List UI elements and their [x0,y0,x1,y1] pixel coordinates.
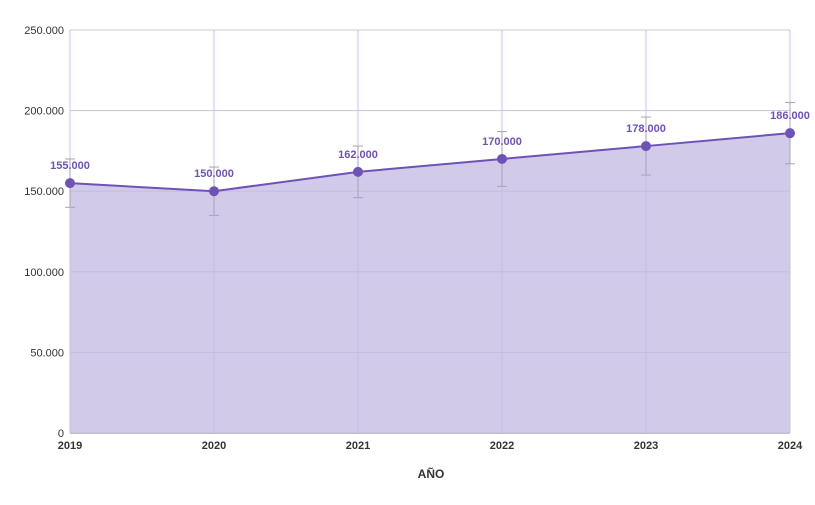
error-bars-layer [65,102,795,216]
x-axis-title: AÑO [418,466,445,481]
x-tick-label: 2019 [58,440,82,452]
data-label: 162.000 [338,149,378,161]
data-label: 150.000 [194,168,234,180]
x-tick-label: 2020 [202,440,226,452]
y-tick-label: 200.000 [24,106,64,118]
x-tick-label: 2021 [346,440,370,452]
data-point [65,178,75,189]
y-tick-label: 100.000 [24,267,64,279]
x-tick-label: 2024 [778,440,803,452]
y-tick-label: 250.000 [24,25,64,37]
x-tick-label: 2022 [490,440,514,452]
data-point [209,186,219,197]
data-point [353,166,363,177]
x-axis-ticks: 2019 2020 2021 2022 2023 2024 [58,440,803,452]
area-layer [69,29,791,434]
data-label: 155.000 [50,160,90,172]
y-tick-label: 0 [58,428,64,440]
points-layer [65,128,795,197]
data-point [497,153,507,164]
data-label: 178.000 [626,123,666,135]
area-fill [70,133,790,433]
data-point [785,128,795,139]
data-label: 186.000 [770,110,810,122]
data-label: 170.000 [482,136,522,148]
y-tick-label: 150.000 [24,186,64,198]
y-axis-ticks: 0 50.000 100.000 150.000 200.000 250.000 [24,25,64,440]
series-line [69,132,791,193]
x-tick-label: 2023 [634,440,658,452]
line-layer [69,132,791,193]
y-tick-label: 50.000 [30,347,64,359]
data-point [641,141,651,152]
data-labels-layer: 155.000 150.000 162.000 170.000 178.000 186.0… [50,110,810,180]
